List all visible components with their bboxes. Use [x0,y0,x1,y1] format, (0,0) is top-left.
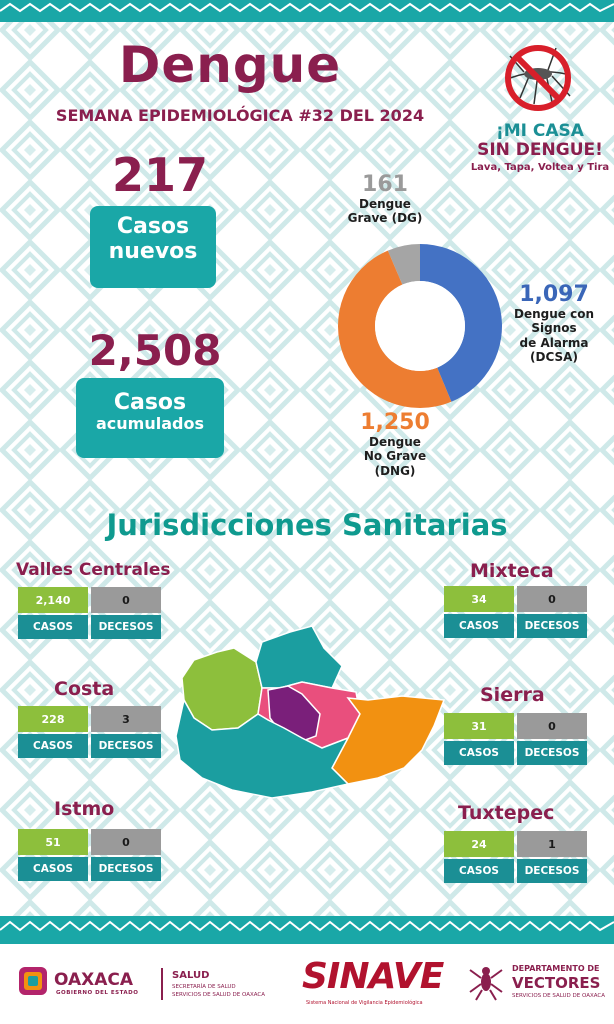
costa-cases-label: CASOS [18,734,88,758]
istmo-cases-value: 51 [18,829,88,855]
oaxaca-logo-text: OAXACA [54,970,134,990]
sierra-cases-label: CASOS [444,741,514,765]
jurisdiction-name-istmo: Istmo [54,798,115,820]
vector-mosquito-icon [469,967,503,1001]
bottom-band [0,916,614,944]
donut-slice-dcsa [420,244,502,402]
dcsa-label-2: Signos [531,321,577,336]
jurisdiction-stats-costa: 228 3 CASOS DECESOS [18,706,161,758]
jurisdiction-stats-sierra: 31 0 CASOS DECESOS [444,713,587,765]
jurisdiction-stats-tuxtepec: 24 1 CASOS DECESOS [444,831,587,883]
tuxtepec-deaths-value: 1 [517,831,587,857]
sierra-deaths-label: DECESOS [517,741,587,765]
tuxtepec-cases-value: 24 [444,831,514,857]
istmo-deaths-value: 0 [91,829,161,855]
campaign-logo: ¡MI CASA SIN DENGUE! Lava, Tapa, Voltea … [470,121,610,174]
istmo-deaths-label: DECESOS [91,857,161,881]
total-cases-value: 2,508 [88,326,222,375]
dng-label-2: No Grave [363,449,427,464]
sierra-cases-value: 31 [444,713,514,739]
dng-label-3: (DNG) [374,463,416,478]
new-cases-label-2: nuevos [108,239,198,265]
map-region-costa [175,697,350,799]
dcsa-label-4: (DCSA) [530,350,578,365]
mixteca-cases-label: CASOS [444,614,514,638]
label-dcsa: 1,097 Dengue con Signos de Alarma (DCSA) [504,282,604,365]
mixteca-cases-value: 34 [444,586,514,612]
sierra-deaths-value: 0 [517,713,587,739]
dng-label-1: Dengue [369,435,421,449]
jurisdiction-name-tuxtepec: Tuxtepec [458,802,555,824]
jurisdiction-name-costa: Costa [54,678,115,700]
total-cases-label-2: acumulados [96,414,204,434]
map-region-tuxtepec [255,625,343,689]
jurisdiction-stats-valles-centrales: 2,140 0 CASOS DECESOS [18,587,161,639]
mixteca-deaths-value: 0 [517,586,587,612]
campaign-line-1: ¡MI CASA [496,121,584,141]
dg-label-1: Dengue [359,197,411,211]
campaign-slogan: Lava, Tapa, Voltea y Tira [470,162,610,174]
valles-centrales-deaths-label: DECESOS [91,615,161,639]
jurisdiction-stats-istmo: 51 0 CASOS DECESOS [18,829,161,881]
campaign-line-2: SIN DENGUE! [477,139,603,160]
jurisdiction-name-mixteca: Mixteca [470,560,554,582]
no-mosquito-icon [505,45,571,111]
istmo-cases-label: CASOS [18,857,88,881]
tuxtepec-deaths-label: DECESOS [517,859,587,883]
dept-line-1: DEPARTAMENTO DE [512,964,600,973]
jurisdictions-title: Jurisdicciones Sanitarias [106,508,508,542]
new-cases-box: Casos nuevos [90,206,216,288]
costa-deaths-label: DECESOS [91,734,161,758]
sinave-logo-text: SINAVE [302,956,444,997]
mixteca-deaths-label: DECESOS [517,614,587,638]
salud-sub-2: SERVICIOS DE SALUD DE OAXACA [172,992,266,998]
dcsa-value: 1,097 [519,282,589,307]
dcsa-label-3: de Alarma [519,335,589,350]
dept-line-2: VECTORES [512,974,601,992]
dng-value: 1,250 [360,410,430,435]
dept-line-3: SERVICIOS DE SALUD DE OAXACA [512,993,606,999]
page-title: Dengue [118,36,342,94]
costa-cases-value: 228 [18,706,88,732]
footer-divider [161,968,163,1000]
dg-value: 161 [362,172,408,197]
oaxaca-map [175,625,446,799]
total-cases-label-1: Casos [113,390,187,415]
dg-label-2: Grave (DG) [347,211,423,226]
jurisdiction-stats-mixteca: 34 0 CASOS DECESOS [444,586,587,638]
costa-deaths-value: 3 [91,706,161,732]
oaxaca-logo-sub: GOBIERNO DEL ESTADO [56,990,139,996]
footer: OAXACA GOBIERNO DEL ESTADO SALUD SECRETA… [0,944,614,1024]
new-cases-value: 217 [111,148,209,202]
label-dng: 1,250 Dengue No Grave (DNG) [340,410,450,478]
salud-text: SALUD [172,970,210,981]
jurisdiction-name-sierra: Sierra [480,684,545,706]
label-dg: 161 Dengue Grave (DG) [330,172,440,226]
new-cases-label-1: Casos [116,214,190,239]
sinave-sub: Sistema Nacional de Vigilancia Epidemiol… [306,1000,423,1006]
tuxtepec-cases-label: CASOS [444,859,514,883]
donut-slice-dng [338,250,452,408]
dcsa-label-1: Dengue con [514,307,594,321]
jurisdiction-name-valles-centrales: Valles Centrales [16,560,171,580]
donut-slice-dg [387,244,420,285]
oaxaca-emblem-icon [19,967,47,995]
cases-donut-chart [338,244,502,408]
valles-centrales-cases-label: CASOS [18,615,88,639]
salud-sub-1: SECRETARÍA DE SALUD [172,984,236,990]
total-cases-box: Casos acumulados [76,378,224,458]
valles-centrales-deaths-value: 0 [91,587,161,613]
page-subtitle: SEMANA EPIDEMIOLÓGICA #32 DEL 2024 [55,106,425,125]
valles-centrales-cases-value: 2,140 [18,587,88,613]
